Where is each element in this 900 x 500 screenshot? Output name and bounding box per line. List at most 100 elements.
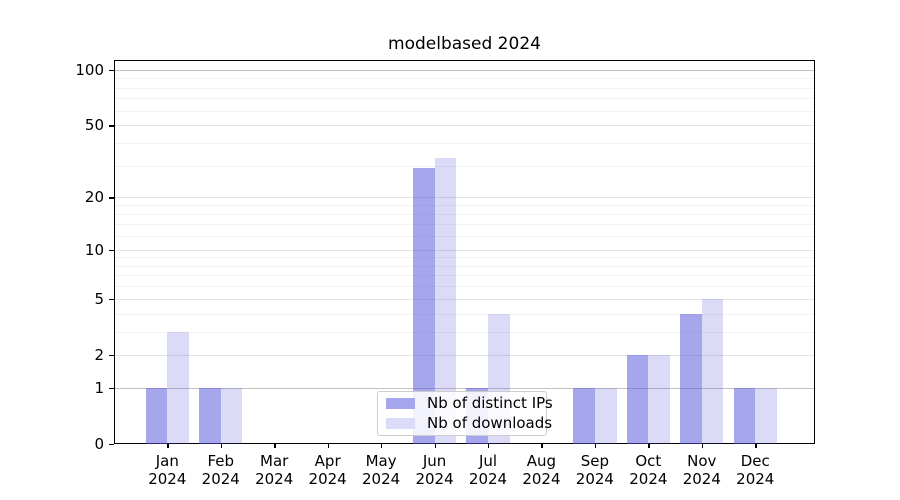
x-tick-label: Mar 2024 [239,452,309,488]
x-tick-label-line: 2024 [362,470,401,488]
minor-gridline [115,265,814,267]
x-tick-mark [381,443,383,448]
major-gridline [115,249,814,251]
x-tick-label-line: Nov [687,452,717,470]
y-tick-mark [109,125,114,127]
major-gridline [115,125,814,127]
x-tick-label: Aug 2024 [506,452,576,488]
legend: Nb of distinct IPs Nb of downloads [377,391,553,436]
bar-downloads-feb [220,387,243,444]
x-tick-label-line: Feb [207,452,235,470]
legend-swatch-downloads [386,418,415,429]
minor-gridline [115,275,814,277]
bar-ips-dec [733,387,756,444]
bar-downloads-dec [755,387,777,444]
y-tick-mark [109,298,114,301]
x-tick-label-line: 2024 [201,470,240,488]
major-gridline [115,354,814,356]
minor-gridline [115,98,814,100]
x-tick-mark [541,443,543,448]
x-tick-label-line: May [365,452,397,470]
bar-downloads-nov [701,298,724,444]
x-tick-label-line: Dec [740,452,770,470]
bar-downloads-oct [648,354,671,444]
x-tick-label-line: Oct [635,452,662,470]
y-tick-label: 2 [94,345,104,364]
x-tick-mark [434,443,436,448]
x-tick-mark [755,443,757,448]
chart-title: modelbased 2024 [388,34,541,54]
x-tick-label-line: Jul [478,452,498,470]
minor-gridline [115,331,814,333]
y-tick-mark [109,197,114,199]
y-tick-label: 20 [84,188,104,207]
y-tick-mark [109,354,114,357]
minor-gridline [115,236,814,238]
legend-label-distinct-ips: Nb of distinct IPs [427,394,553,412]
minor-gridline [115,214,814,216]
x-tick-label: Dec 2024 [720,452,790,488]
legend-item-downloads: Nb of downloads [386,415,552,432]
x-tick-label-line: 2024 [255,470,294,488]
x-tick-label-line: 2024 [736,470,775,488]
x-tick-label-line: 2024 [468,470,508,488]
x-tick-label: May 2024 [346,452,416,488]
y-tick-mark [109,69,114,72]
y-tick-label: 0 [94,435,104,453]
y-tick-mark [109,249,114,251]
legend-label-downloads: Nb of downloads [427,414,553,432]
x-tick-mark [648,443,650,448]
major-gridline [115,197,814,199]
x-tick-label-line: Jan [155,452,179,470]
major-gridline [115,298,814,300]
bar-ips-oct [626,354,649,444]
legend-swatch-distinct-ips [386,398,415,409]
x-tick-mark [167,443,169,448]
x-tick-label-line: Jun [422,452,447,470]
minor-gridline [115,313,814,315]
bar-ips-jun [412,168,435,444]
y-tick-mark [109,444,114,446]
x-tick-label: Nov 2024 [667,452,737,488]
minor-gridline [115,224,814,226]
minor-gridline [115,165,814,167]
minor-gridline [115,110,814,112]
minor-gridline [115,78,814,80]
x-tick-label-line: 2024 [629,470,668,488]
x-tick-label-line: 2024 [148,470,187,488]
x-tick-mark [594,443,597,448]
bar-downloads-jan [167,331,189,444]
bar-ips-nov [680,313,702,444]
x-tick-label-line: 2024 [575,470,614,488]
bar-downloads-jun [434,158,457,444]
major-gridline [115,69,814,71]
x-tick-label: Oct 2024 [613,452,683,488]
x-tick-label-line: 2024 [682,470,721,488]
x-tick-label: Feb 2024 [186,452,256,488]
minor-gridline [115,142,814,144]
minor-gridline [115,205,814,207]
x-tick-mark [701,443,704,448]
major-gridline [115,387,814,389]
x-tick-mark [274,443,276,448]
legend-item-ips: Nb of distinct IPs [386,395,553,412]
x-tick-mark [220,443,223,448]
minor-gridline [115,87,814,89]
minor-gridline [115,257,814,259]
y-tick-label: 50 [84,116,104,135]
y-tick-label: 10 [84,240,104,259]
bar-ips-sep [573,387,595,444]
plot-area [109,60,815,448]
bar-ips-feb [199,387,221,444]
x-tick-mark [327,443,330,448]
x-tick-label-line: 2024 [415,470,454,488]
y-tick-mark [109,387,114,390]
x-tick-label-line: Sep [580,452,610,470]
bar-downloads-sep [594,387,617,444]
y-tick-label: 100 [75,60,104,79]
y-tick-label: 5 [94,289,104,308]
x-tick-mark [488,443,490,448]
x-tick-label-line: 2024 [522,470,561,488]
x-tick-label: Sep 2024 [560,452,630,488]
